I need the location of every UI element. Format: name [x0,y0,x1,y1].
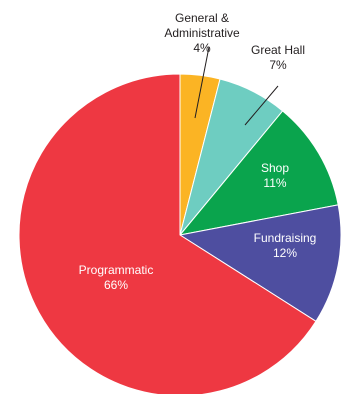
slice-name: Shop [261,161,289,175]
slice-label-0: General & Administrative 4% [164,11,240,55]
slice-value: 12% [273,246,297,260]
pie-slices [18,73,342,394]
pie-slice-2 [178,110,339,236]
slice-value: 7% [269,58,287,72]
pie-slice-3 [178,204,342,322]
slice-name: General & [175,11,229,25]
pie-slice-4 [18,73,317,394]
slice-label-4: Programmatic 66% [79,263,154,292]
slice-name: Programmatic [79,263,154,277]
slice-label-3: Fundraising 12% [254,231,317,260]
slice-name: Fundraising [254,231,317,245]
slice-labels: General & Administrative 4% Great Hall 7% Sho… [79,11,317,292]
slice-name: Administrative [164,26,240,40]
leader-lines [194,46,279,126]
leader-line-1 [244,85,279,126]
slice-label-2: Shop 11% [261,161,289,190]
leader-line-0 [194,46,210,119]
slice-name: Great Hall [251,43,305,57]
slice-value: 4% [193,41,211,55]
slice-value: 66% [104,278,128,292]
slice-value: 11% [263,176,286,190]
slice-label-1: Great Hall 7% [251,43,305,72]
